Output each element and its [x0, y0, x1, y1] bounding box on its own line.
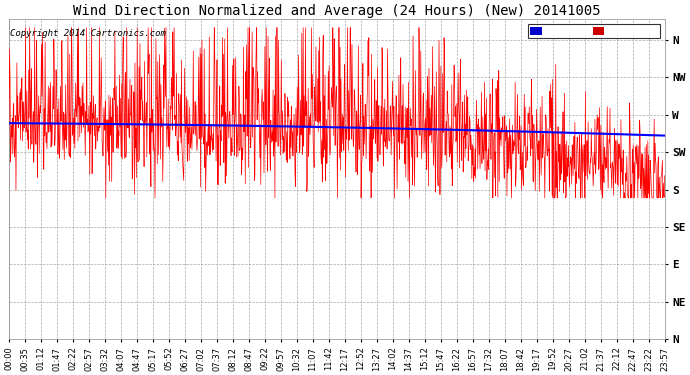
Title: Wind Direction Normalized and Average (24 Hours) (New) 20141005: Wind Direction Normalized and Average (2…: [73, 4, 600, 18]
Text: Copyright 2014 Cartronics.com: Copyright 2014 Cartronics.com: [10, 29, 166, 38]
Legend: Average, Direction: Average, Direction: [529, 24, 660, 38]
